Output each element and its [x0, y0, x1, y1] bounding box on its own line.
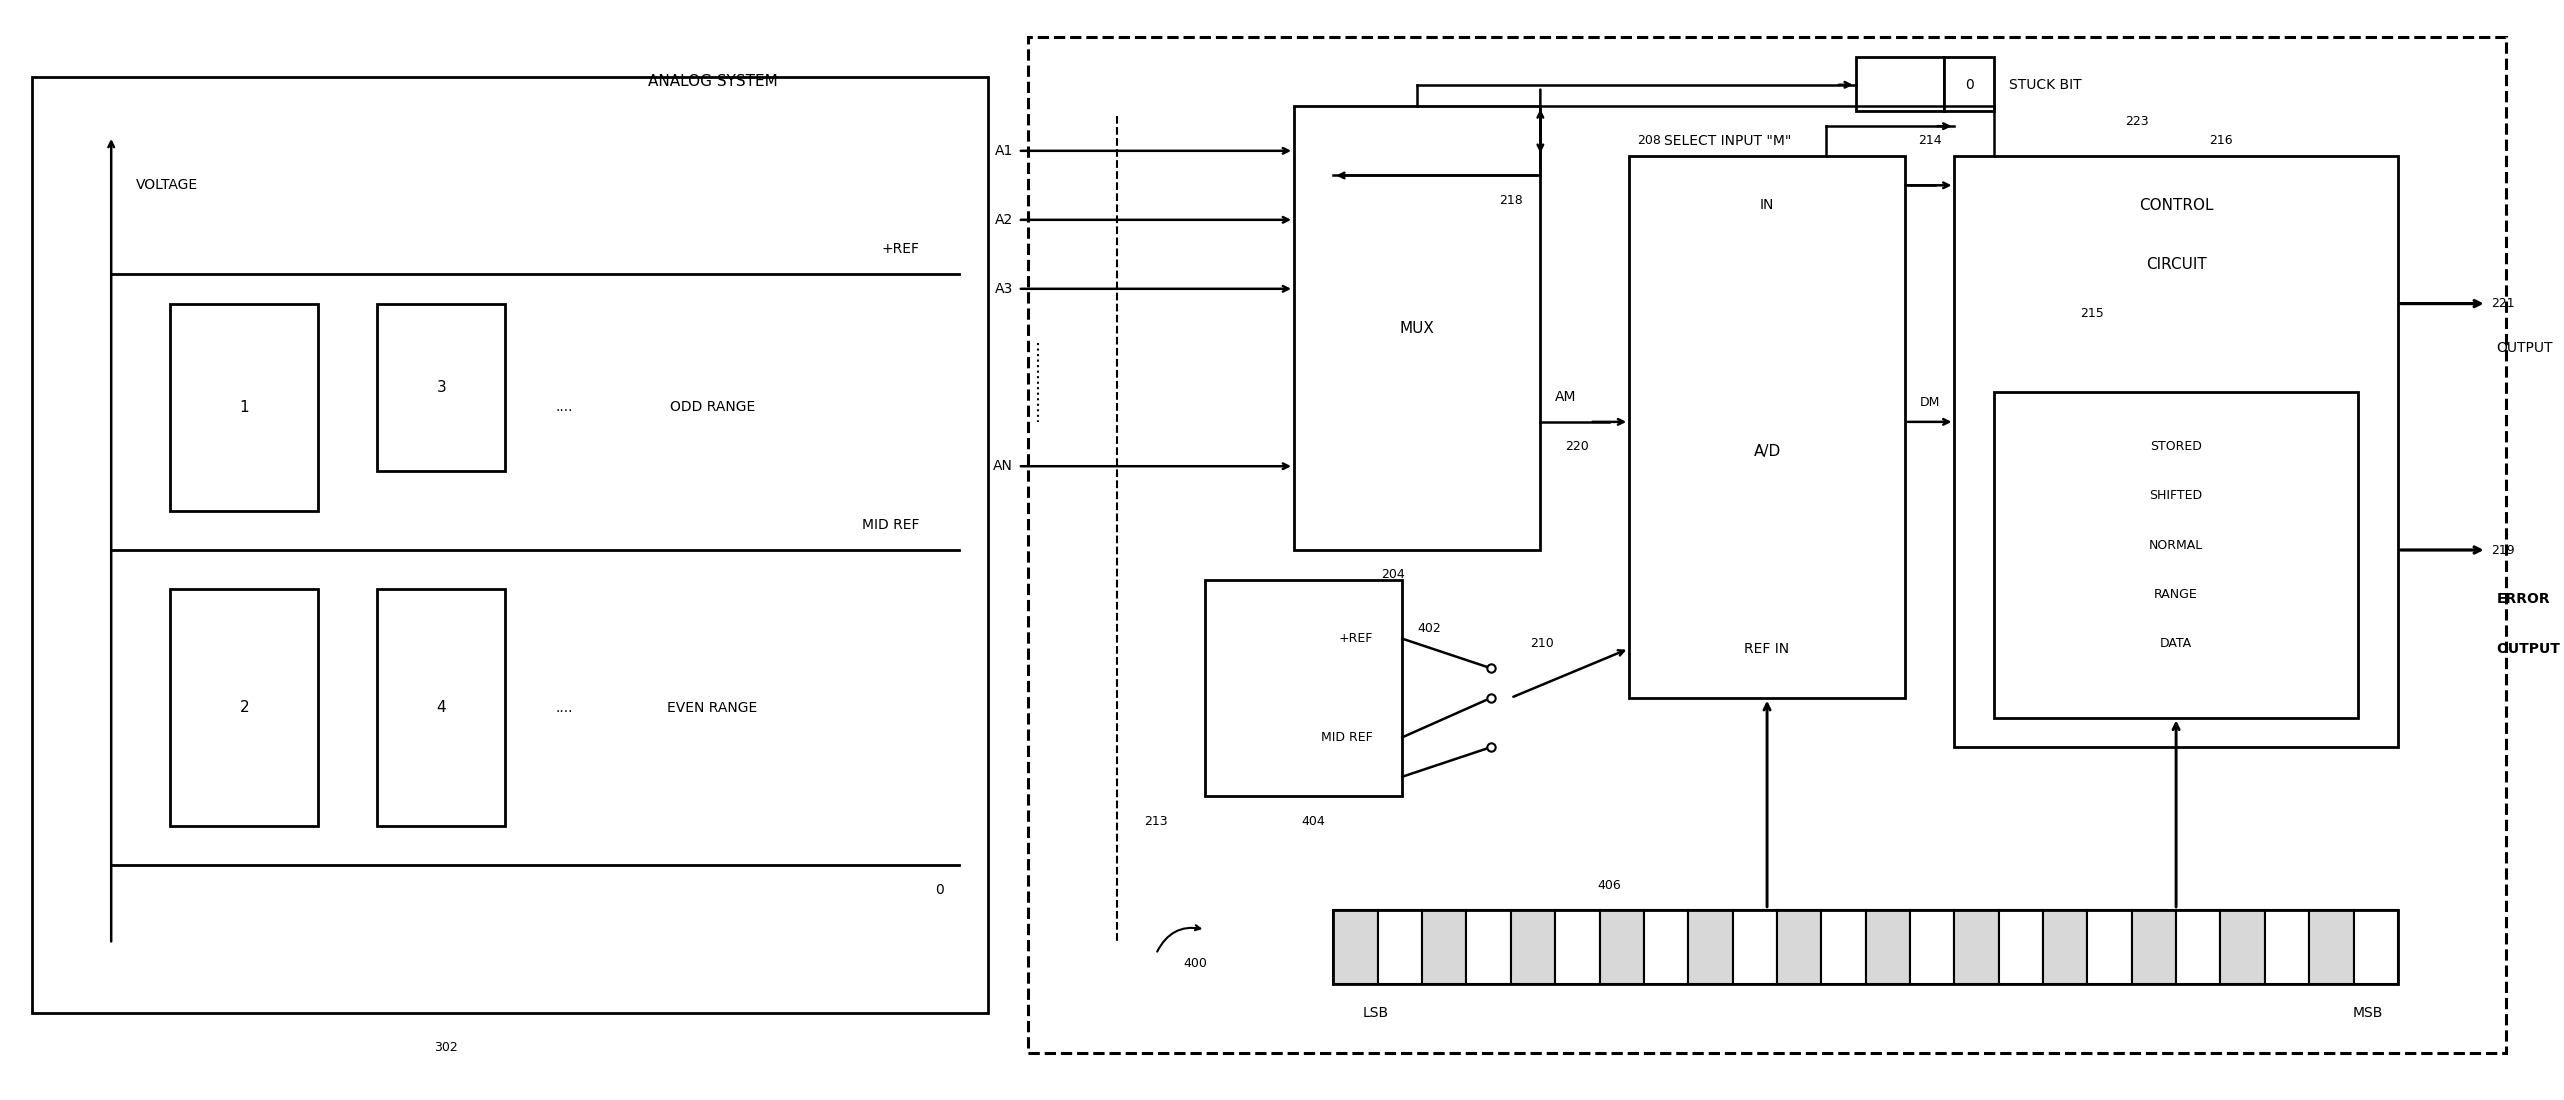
Bar — [2220, 910, 2264, 983]
Bar — [1856, 57, 1944, 111]
Bar — [1556, 910, 1600, 983]
Text: OUTPUT: OUTPUT — [2497, 341, 2554, 355]
Text: +REF: +REF — [1338, 632, 1372, 646]
Text: A2: A2 — [995, 212, 1013, 227]
Bar — [1510, 910, 1556, 983]
Text: 214: 214 — [1918, 134, 1941, 147]
Text: ANALOG SYSTEM: ANALOG SYSTEM — [649, 75, 777, 89]
Text: STORED: STORED — [2151, 440, 2202, 453]
Bar — [1777, 910, 1820, 983]
Bar — [1628, 156, 1905, 697]
Text: 0: 0 — [1964, 78, 1974, 91]
Text: REF IN: REF IN — [1744, 641, 1790, 656]
Bar — [377, 304, 505, 471]
Bar — [1467, 910, 1510, 983]
Text: AM: AM — [1556, 390, 1577, 404]
Bar — [2087, 910, 2131, 983]
Bar — [377, 590, 505, 826]
Text: DATA: DATA — [2159, 637, 2192, 650]
Text: 302: 302 — [433, 1042, 459, 1054]
Text: ....: .... — [556, 400, 574, 414]
Text: STUCK BIT: STUCK BIT — [2008, 78, 2082, 91]
Bar — [2044, 910, 2087, 983]
Bar — [1944, 57, 1995, 111]
Text: CIRCUIT: CIRCUIT — [2146, 256, 2208, 272]
Bar — [1333, 910, 1377, 983]
Text: MID REF: MID REF — [862, 518, 920, 532]
Text: 406: 406 — [1597, 879, 1620, 892]
Text: 1: 1 — [238, 399, 249, 415]
Text: 220: 220 — [1564, 440, 1590, 453]
Text: 223: 223 — [2126, 114, 2149, 128]
Text: +REF: +REF — [882, 242, 920, 256]
Text: SELECT INPUT "M": SELECT INPUT "M" — [1664, 134, 1792, 148]
Text: 4: 4 — [436, 701, 446, 715]
Text: AN: AN — [992, 459, 1013, 473]
Bar — [169, 304, 318, 510]
Text: NORMAL: NORMAL — [2149, 539, 2202, 551]
Text: 0: 0 — [936, 883, 944, 896]
Bar — [33, 77, 987, 1013]
Text: 208: 208 — [1636, 134, 1661, 147]
Bar — [1377, 910, 1423, 983]
Bar — [1867, 910, 1910, 983]
Bar — [1910, 910, 1954, 983]
Text: LSB: LSB — [1364, 1006, 1390, 1020]
Text: A1: A1 — [995, 144, 1013, 157]
Text: ODD RANGE: ODD RANGE — [669, 400, 754, 414]
Bar — [2000, 910, 2044, 983]
Bar — [2354, 910, 2397, 983]
Text: ERROR: ERROR — [2497, 592, 2551, 606]
Text: SHIFTED: SHIFTED — [2149, 490, 2202, 503]
Text: 216: 216 — [2208, 134, 2233, 147]
Bar — [2177, 910, 2220, 983]
Bar — [1205, 580, 1403, 796]
Text: IN: IN — [1759, 198, 1774, 212]
Text: MUX: MUX — [1400, 321, 1436, 336]
Text: 219: 219 — [2492, 543, 2515, 557]
Bar — [1333, 910, 2397, 983]
Text: 204: 204 — [1379, 568, 1405, 581]
Bar — [1954, 910, 2000, 983]
Text: RANGE: RANGE — [2154, 587, 2197, 601]
Text: OUTPUT: OUTPUT — [2497, 641, 2561, 656]
Text: 210: 210 — [1531, 637, 1554, 650]
Bar — [1733, 910, 1777, 983]
Bar — [1423, 910, 1467, 983]
Text: 218: 218 — [1500, 194, 1523, 207]
Text: DM: DM — [1920, 396, 1941, 409]
Text: A3: A3 — [995, 282, 1013, 296]
Text: VOLTAGE: VOLTAGE — [136, 178, 197, 192]
Bar — [1687, 910, 1733, 983]
Text: CONTROL: CONTROL — [2138, 198, 2213, 212]
Bar — [2264, 910, 2310, 983]
Text: EVEN RANGE: EVEN RANGE — [667, 701, 756, 715]
Text: MID REF: MID REF — [1320, 730, 1372, 744]
Bar — [2310, 910, 2354, 983]
Bar — [1600, 910, 1644, 983]
Bar — [1644, 910, 1687, 983]
Text: 221: 221 — [2492, 297, 2515, 310]
Text: 213: 213 — [1144, 814, 1167, 827]
Text: MSB: MSB — [2354, 1006, 2382, 1020]
Bar — [1820, 910, 1867, 983]
Text: 404: 404 — [1303, 814, 1326, 827]
Bar — [1954, 156, 2397, 747]
Bar — [1028, 37, 2505, 1053]
Text: A/D: A/D — [1754, 444, 1779, 459]
Text: 400: 400 — [1185, 957, 1208, 970]
Text: 215: 215 — [2079, 307, 2105, 320]
Bar — [169, 590, 318, 826]
Bar — [1995, 393, 2359, 717]
Bar — [2131, 910, 2177, 983]
Text: ....: .... — [556, 701, 574, 715]
Text: 402: 402 — [1418, 623, 1441, 636]
Text: 3: 3 — [436, 379, 446, 395]
Bar — [1295, 107, 1541, 550]
Text: 2: 2 — [238, 701, 249, 715]
